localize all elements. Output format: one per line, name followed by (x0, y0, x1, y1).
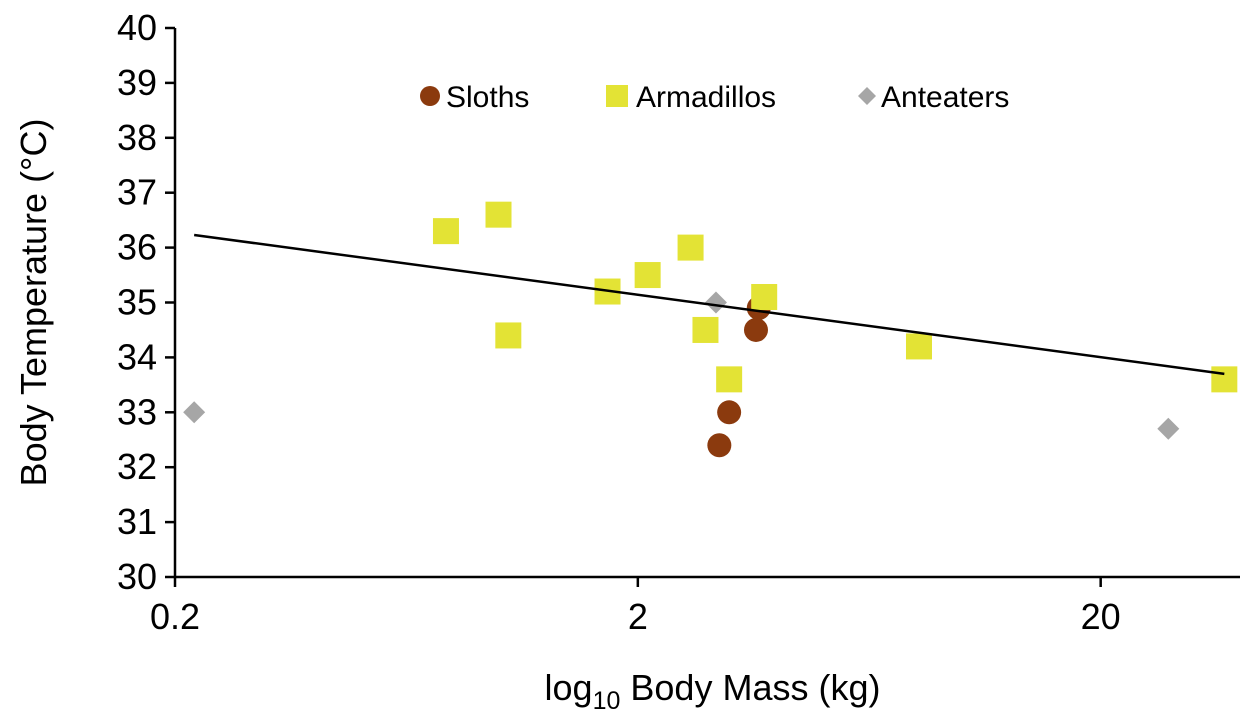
sloths-point (743, 317, 768, 342)
x-axis-title: log10 Body Mass (kg) (545, 667, 881, 715)
armadillos-point (485, 201, 512, 228)
y-tick-label: 32 (117, 446, 157, 487)
y-tick-label: 38 (117, 117, 157, 158)
y-tick-label: 36 (117, 227, 157, 268)
y-tick-label: 35 (117, 282, 157, 323)
anteaters-point (1157, 417, 1180, 440)
armadillos-point (634, 262, 661, 289)
anteaters-point (183, 401, 206, 424)
legend-marker-armadillos (606, 85, 628, 107)
y-tick-label: 33 (117, 391, 157, 432)
y-tick-label: 31 (117, 501, 157, 542)
armadillos-point (692, 316, 719, 343)
x-tick-label: 20 (1081, 596, 1121, 637)
armadillos-point (716, 366, 743, 393)
anteaters-point (704, 291, 727, 314)
legend-label-anteaters: Anteaters (881, 81, 1009, 114)
x-tick-label: 2 (628, 596, 648, 637)
legend-label-sloths: Sloths (446, 81, 529, 114)
y-tick-label: 34 (117, 336, 157, 377)
armadillos-point (1211, 366, 1238, 393)
sloths-point (707, 433, 732, 458)
sloths-point (717, 400, 742, 425)
x-tick-label: 0.2 (150, 596, 200, 637)
y-tick-label: 37 (117, 172, 157, 213)
armadillos-point (495, 322, 522, 349)
y-tick-label: 30 (117, 556, 157, 597)
legend-marker-anteaters (858, 87, 876, 105)
y-axis-title: Body Temperature (°C) (13, 119, 54, 487)
trendline (193, 233, 1225, 376)
armadillos-point (751, 284, 778, 311)
y-tick-label: 39 (117, 62, 157, 103)
armadillos-point (677, 234, 704, 261)
armadillos-point (432, 218, 459, 245)
legend-label-armadillos: Armadillos (636, 81, 776, 114)
legend-marker-sloths (420, 86, 440, 106)
armadillos-point (905, 333, 932, 360)
y-tick-label: 40 (117, 7, 157, 48)
